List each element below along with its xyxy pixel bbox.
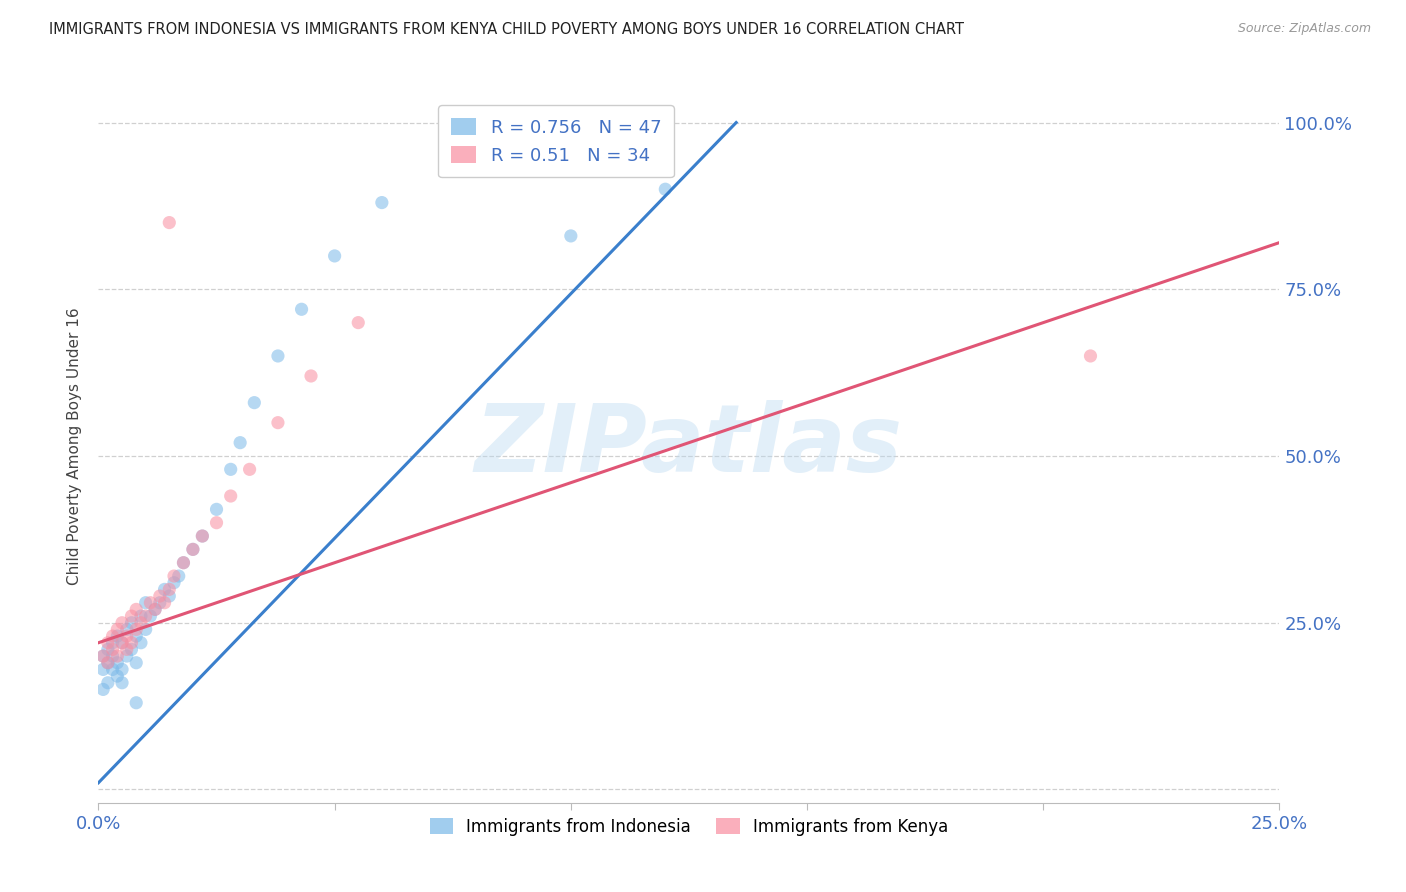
Point [149,589,172,603]
Point [143,602,166,616]
Point [129,615,152,630]
Point [97,656,120,670]
Point [121,636,143,650]
Point [105,669,128,683]
Point [101,642,124,657]
Point [115,649,138,664]
Point [115,629,138,643]
Point [654,182,676,196]
Point [181,542,204,557]
Point [121,615,143,630]
Point [97,656,120,670]
Point [101,636,124,650]
Point [172,556,194,570]
Text: Source: ZipAtlas.com: Source: ZipAtlas.com [1237,22,1371,36]
Point [91,662,114,676]
Point [191,529,214,543]
Point [157,589,180,603]
Point [105,656,128,670]
Point [153,582,176,597]
Point [97,642,120,657]
Point [167,569,190,583]
Point [135,609,157,624]
Point [205,516,228,530]
Point [125,629,148,643]
Point [371,195,394,210]
Point [163,575,186,590]
Point [205,502,228,516]
Point [115,642,138,657]
Point [111,636,134,650]
Point [105,623,128,637]
Point [163,569,186,583]
Point [91,649,114,664]
Point [267,349,290,363]
Point [219,462,242,476]
Point [115,623,138,637]
Point [153,596,176,610]
Point [347,316,370,330]
Point [105,649,128,664]
Point [172,556,194,570]
Point [125,623,148,637]
Point [135,623,157,637]
Point [139,609,162,624]
Point [1080,349,1102,363]
Point [101,662,124,676]
Point [139,596,162,610]
Point [239,462,262,476]
Point [267,416,290,430]
Point [135,596,157,610]
Point [143,602,166,616]
Point [191,529,214,543]
Point [129,636,152,650]
Point [97,636,120,650]
Point [560,228,582,243]
Point [121,642,143,657]
Point [101,649,124,664]
Point [157,582,180,597]
Point [299,368,322,383]
Point [125,602,148,616]
Point [111,662,134,676]
Point [111,636,134,650]
Point [129,609,152,624]
Text: ZIPatlas: ZIPatlas [475,400,903,492]
Point [323,249,346,263]
Point [91,649,114,664]
Point [149,596,172,610]
Point [290,302,312,317]
Point [465,149,488,163]
Point [181,542,204,557]
Y-axis label: Child Poverty Among Boys Under 16: Child Poverty Among Boys Under 16 [67,307,83,585]
Point [111,615,134,630]
Point [229,435,252,450]
Point [111,675,134,690]
Text: IMMIGRANTS FROM INDONESIA VS IMMIGRANTS FROM KENYA CHILD POVERTY AMONG BOYS UNDE: IMMIGRANTS FROM INDONESIA VS IMMIGRANTS … [49,22,965,37]
Point [243,395,266,409]
Point [157,216,180,230]
Point [105,629,128,643]
Point [219,489,242,503]
Point [121,609,143,624]
Legend: Immigrants from Indonesia, Immigrants from Kenya: Immigrants from Indonesia, Immigrants fr… [422,810,956,845]
Point [125,656,148,670]
Point [125,696,148,710]
Point [97,675,120,690]
Point [101,629,124,643]
Point [91,682,114,697]
